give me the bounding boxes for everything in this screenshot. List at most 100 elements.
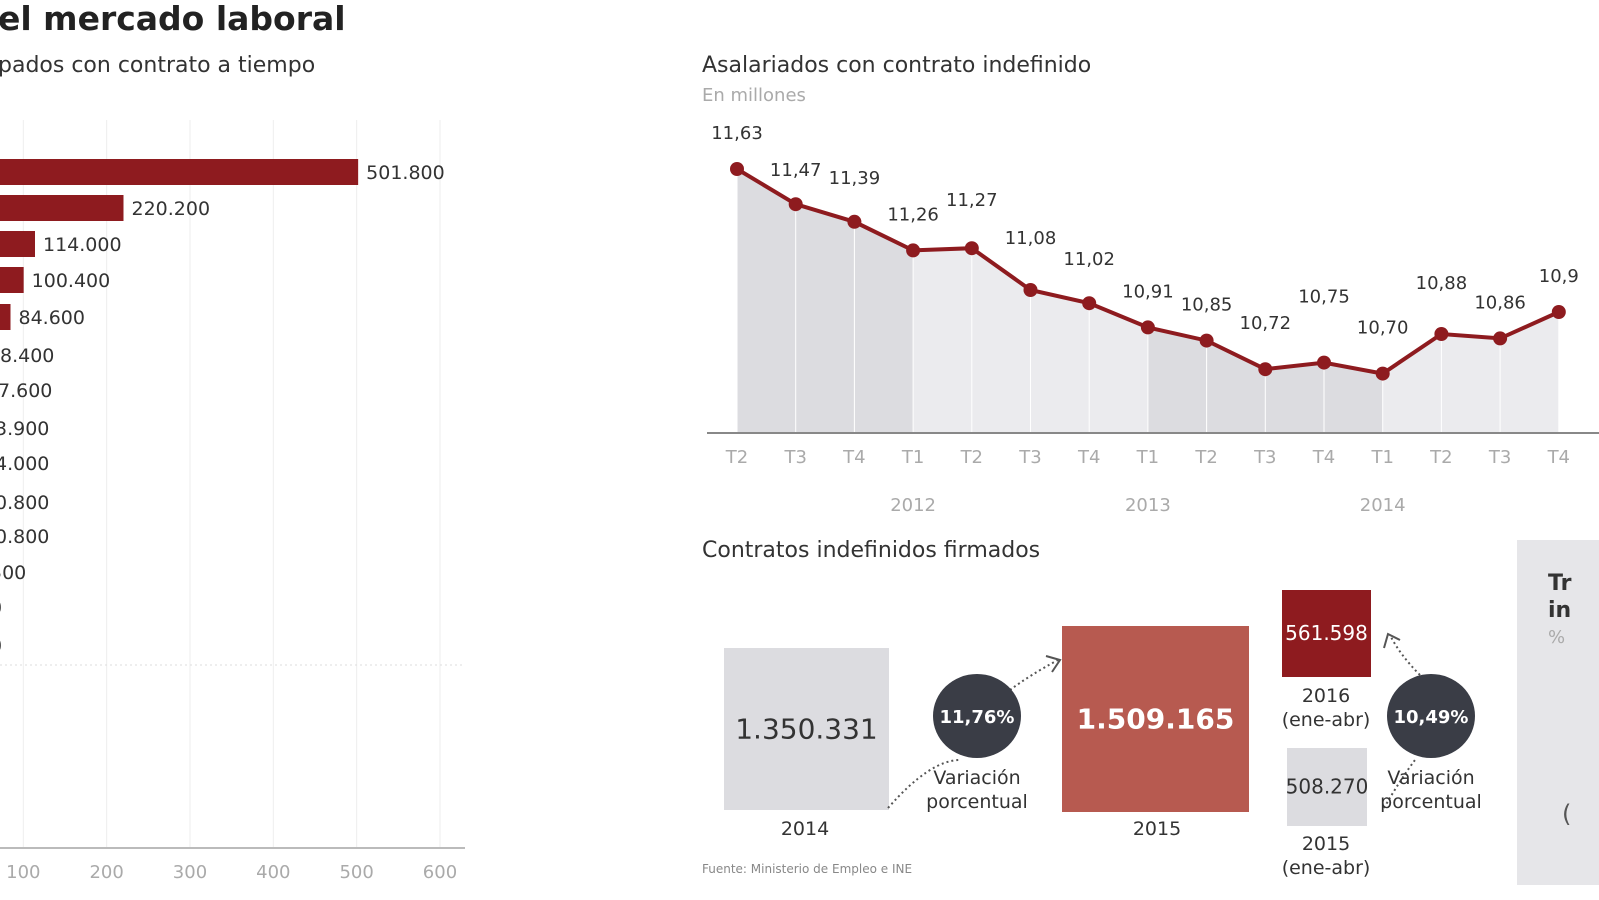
bar — [0, 231, 35, 257]
arrow-head-icon — [1045, 655, 1062, 673]
x-tick-label: 300 — [173, 862, 207, 883]
x-tick-label: T2 — [1429, 447, 1452, 468]
contract-label: (ene-abr) — [1282, 857, 1371, 879]
data-label: 10,88 — [1416, 273, 1468, 294]
data-point — [1434, 327, 1449, 341]
variation-caption: Variación — [933, 767, 1020, 789]
contract-box — [724, 648, 889, 810]
bar-value-label: 84.600 — [18, 307, 84, 329]
contract-box — [1287, 748, 1367, 826]
contract-label: 2014 — [781, 818, 829, 840]
x-tick-label: T2 — [1194, 447, 1217, 468]
contracts-chart: 1.350.33120141.509.1652015561.5982016(en… — [724, 590, 1482, 879]
x-tick-label: T3 — [783, 447, 806, 468]
data-point — [1493, 331, 1508, 346]
data-label: 11,08 — [1005, 228, 1057, 249]
x-tick-label: T1 — [1136, 447, 1159, 468]
year-label: 2013 — [1125, 495, 1171, 516]
contract-label: 2015 — [1133, 818, 1181, 840]
contract-box — [1282, 590, 1371, 677]
data-point — [1023, 283, 1038, 297]
area-band — [737, 169, 914, 433]
x-tick-label: 100 — [6, 862, 40, 883]
dotted-arrow — [1389, 634, 1421, 676]
arrow-head-icon — [1383, 632, 1401, 649]
year-label: 2014 — [1360, 495, 1406, 516]
bar-value-label: 114.000 — [43, 234, 122, 256]
data-label: 11,39 — [829, 168, 881, 189]
bar-value-label: 0.800 — [0, 492, 49, 514]
line-chart-subtitle: En millones — [702, 85, 806, 106]
x-tick-label: T4 — [842, 447, 865, 468]
data-label: 10,9 — [1539, 266, 1579, 287]
variation-circle — [933, 674, 1021, 758]
x-tick-label: T1 — [1370, 447, 1393, 468]
data-label: 10,91 — [1122, 281, 1174, 302]
data-point — [906, 243, 921, 258]
data-label: 10,70 — [1357, 318, 1409, 339]
side-panel-mark: ( — [1562, 800, 1571, 828]
bar-value-label: 3.900 — [0, 418, 49, 440]
x-tick-label: T4 — [1312, 447, 1335, 468]
data-label: 10,86 — [1474, 292, 1526, 313]
bar-value-label: 8.400 — [0, 345, 54, 367]
bar-value-label: 0 — [0, 597, 2, 619]
year-label: 2012 — [890, 495, 936, 516]
contract-value: 561.598 — [1285, 621, 1368, 645]
data-point — [1199, 333, 1214, 348]
variation-caption: porcentual — [1380, 791, 1482, 813]
bar — [0, 304, 11, 330]
bar-value-label: 7.600 — [0, 380, 52, 402]
data-point — [1317, 355, 1331, 370]
side-panel-line3: % — [1548, 627, 1565, 648]
contract-label: (ene-abr) — [1282, 709, 1371, 731]
bar-chart-title: pados con contrato a tiempo — [0, 53, 315, 78]
data-point — [1258, 362, 1273, 377]
data-label: 11,26 — [887, 204, 939, 225]
x-tick-label: 200 — [89, 862, 123, 883]
x-tick-label: 500 — [339, 862, 373, 883]
data-label: 10,75 — [1298, 287, 1350, 308]
contract-label: 2016 — [1302, 685, 1350, 707]
bar — [0, 267, 24, 293]
bar-value-label: 501.800 — [366, 162, 445, 184]
x-tick-label: T3 — [1488, 447, 1511, 468]
contract-label: 2015 — [1302, 833, 1350, 855]
bar — [0, 159, 359, 185]
x-tick-label: 400 — [256, 862, 290, 883]
variation-value: 10,49% — [1394, 707, 1469, 728]
page-title: el mercado laboral — [0, 0, 346, 38]
data-point — [788, 197, 803, 212]
variation-value: 11,76% — [940, 707, 1015, 728]
data-point — [847, 214, 862, 229]
bar-value-label: 100.400 — [32, 270, 111, 292]
line-chart-title: Asalariados con contrato indefinido — [702, 53, 1091, 78]
x-tick-label: T1 — [901, 447, 924, 468]
dotted-arrow — [1383, 759, 1416, 809]
bar-value-label: 0.800 — [0, 526, 49, 548]
bar-value-label: 220.200 — [131, 198, 210, 220]
x-tick-label: T2 — [960, 447, 983, 468]
variation-circle — [1387, 674, 1475, 758]
data-label: 10,85 — [1181, 295, 1233, 316]
side-panel-line1: Tr — [1548, 571, 1572, 596]
data-point — [1140, 320, 1155, 335]
contract-box — [1062, 626, 1249, 812]
x-tick-label: T3 — [1018, 447, 1041, 468]
bar-value-label: 4.000 — [0, 453, 49, 475]
x-tick-label: T4 — [1547, 447, 1570, 468]
x-tick-label: T3 — [1253, 447, 1276, 468]
data-label: 10,72 — [1240, 313, 1292, 334]
side-panel-line2: in — [1548, 598, 1571, 623]
bar-chart: 100 200 300 400 500 600 501.800 220.200 114.000 1… — [0, 120, 465, 883]
variation-caption: Variación — [1387, 767, 1474, 789]
x-tick-label: 600 — [423, 862, 457, 883]
contract-value: 1.350.331 — [735, 712, 878, 745]
source-note: Fuente: Ministerio de Empleo e INE — [702, 862, 912, 876]
variation-caption: porcentual — [926, 791, 1028, 813]
bar — [0, 195, 124, 221]
data-point — [964, 241, 979, 256]
side-panel: Tr in % ( — [1517, 540, 1599, 885]
data-point — [1551, 305, 1566, 319]
